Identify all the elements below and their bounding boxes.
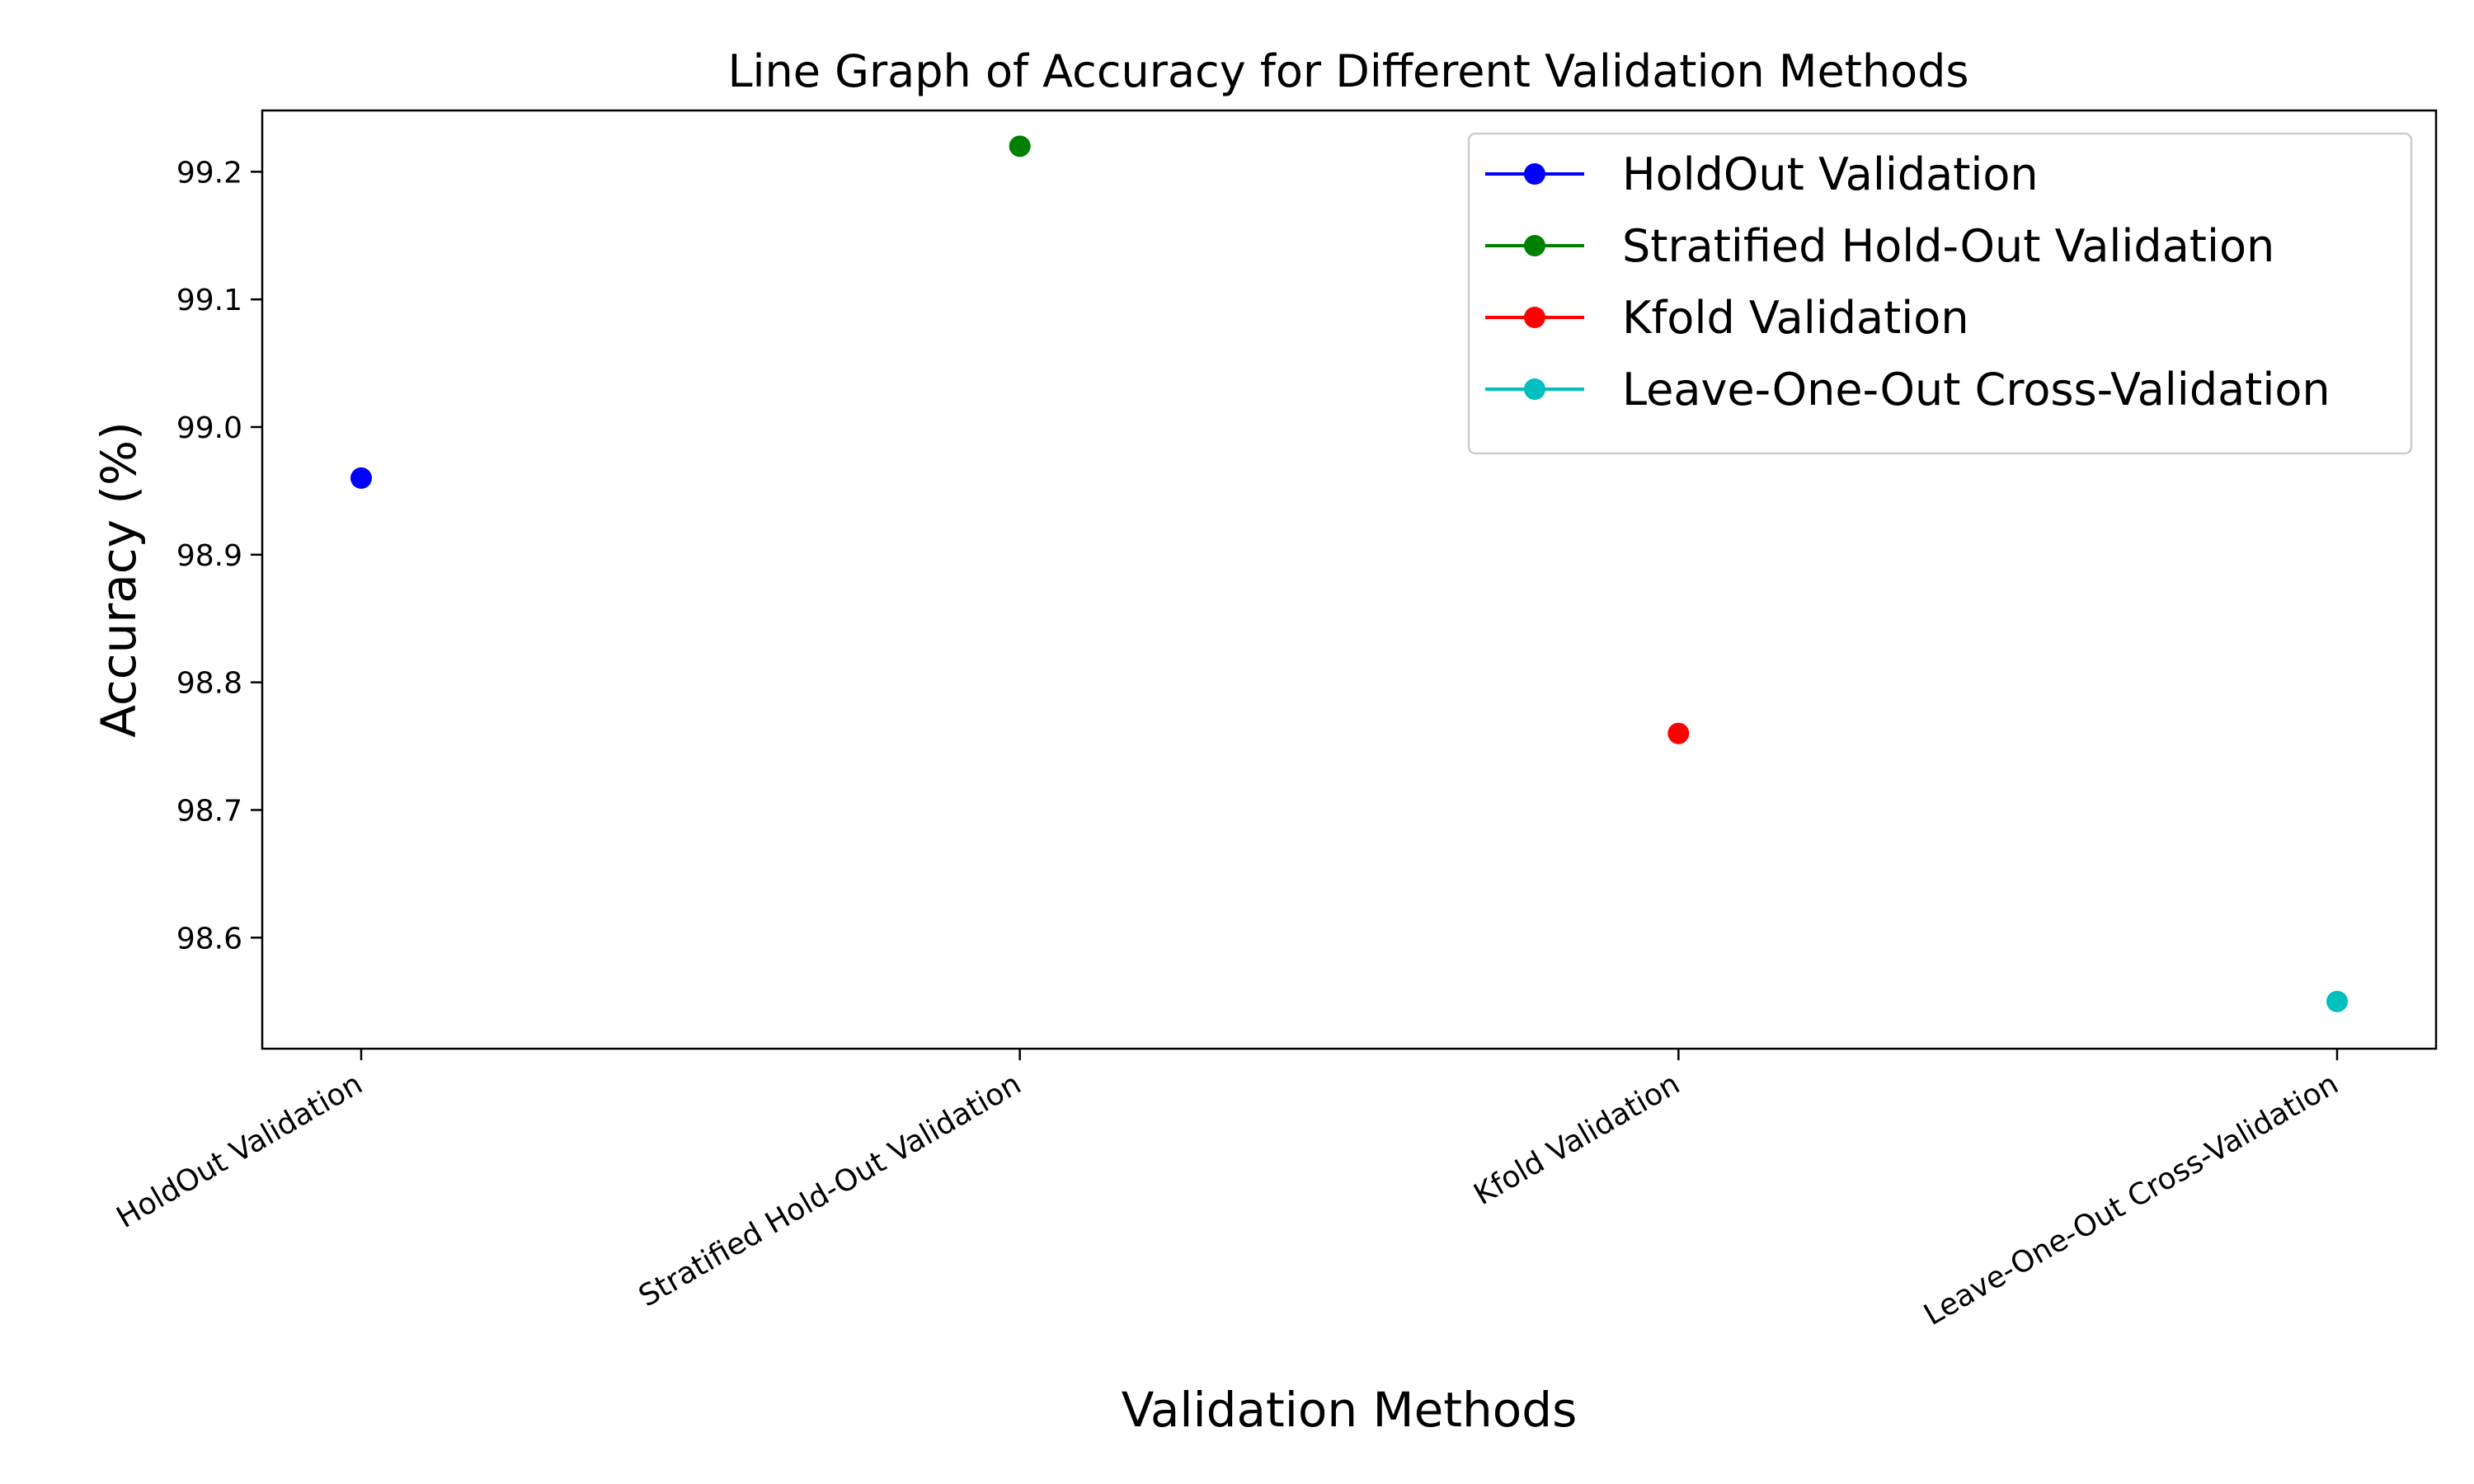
y-tick-label: 98.6: [176, 922, 242, 956]
legend-frame: [1467, 132, 2413, 455]
y-tick-label: 99.0: [176, 411, 242, 445]
legend-marker: [1524, 307, 1545, 328]
x-axis-label: Validation Methods: [1122, 1382, 1578, 1438]
data-point: [1667, 722, 1690, 744]
y-tick-label: 99.2: [176, 156, 242, 190]
legend-marker: [1524, 235, 1545, 256]
legend-marker: [1524, 378, 1545, 400]
y-axis: 98.6 98.7 98.8 98.9 99.0 99.1 99.2: [176, 156, 262, 956]
legend-label: Stratified Hold-Out Validation: [1622, 220, 2274, 272]
chart-title: Line Graph of Accuracy for Different Val…: [727, 45, 1968, 97]
data-point: [2326, 990, 2348, 1012]
plot-area: [350, 135, 2348, 1012]
legend-label: Leave-One-Out Cross-Validation: [1622, 364, 2331, 416]
y-tick-label: 98.7: [176, 794, 242, 828]
legend-label: Kfold Validation: [1622, 292, 1969, 344]
y-tick-label: 99.1: [176, 284, 242, 317]
plot-frame: [261, 109, 2438, 1050]
y-axis-label: Accuracy (%): [91, 421, 147, 738]
y-tick-label: 98.8: [176, 667, 242, 701]
legend-marker: [1524, 163, 1545, 185]
legend: HoldOut Validation Stratified Hold-Out Va…: [1467, 132, 2413, 455]
legend-label: HoldOut Validation: [1622, 148, 2039, 200]
y-tick-label: 98.9: [176, 539, 242, 573]
data-point: [1009, 135, 1031, 157]
data-point: [350, 467, 372, 489]
